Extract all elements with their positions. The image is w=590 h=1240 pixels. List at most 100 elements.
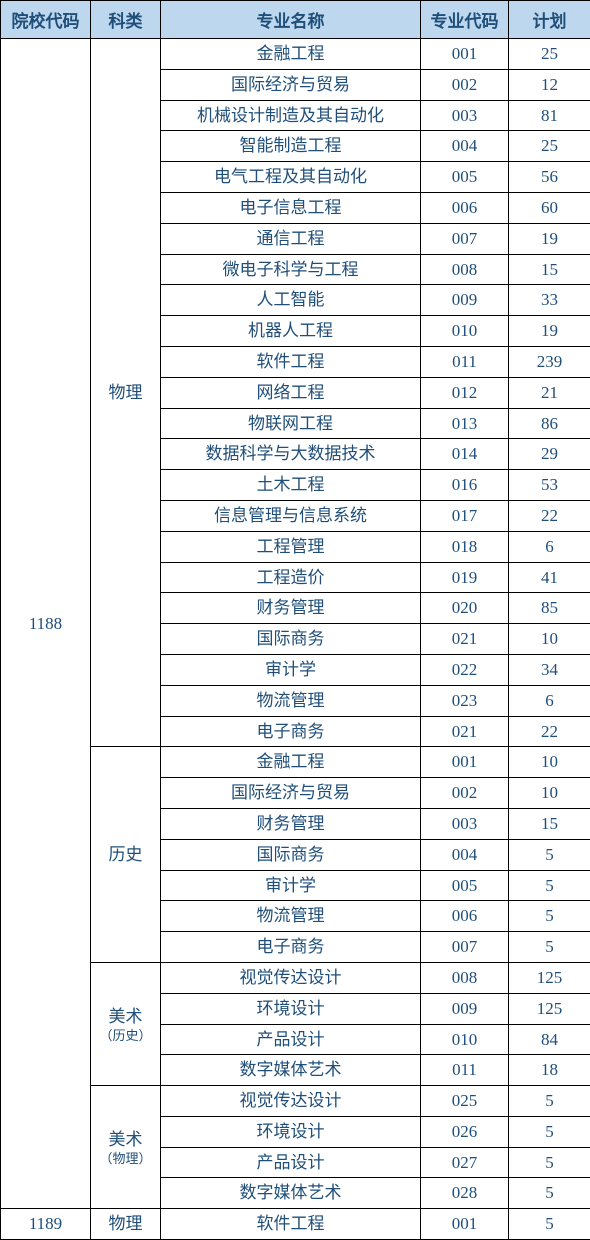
cell-major-name: 机械设计制造及其自动化 [161, 100, 421, 131]
cell-plan: 60 [509, 192, 590, 223]
cell-category: 美术（历史） [91, 962, 161, 1085]
cell-major-code: 025 [421, 1086, 509, 1117]
cell-major-code: 019 [421, 562, 509, 593]
category-label: 物理 [109, 1214, 143, 1233]
admissions-plan-table: 院校代码 科类 专业名称 专业代码 计划 1188物理金融工程00125国际经济… [0, 0, 590, 1240]
cell-plan: 125 [509, 993, 590, 1024]
table-header-row: 院校代码 科类 专业名称 专业代码 计划 [1, 1, 590, 39]
col-header-plan: 计划 [509, 1, 590, 39]
cell-plan: 10 [509, 624, 590, 655]
cell-major-name: 物流管理 [161, 685, 421, 716]
table-row: 1189物理软件工程0015 [1, 1209, 590, 1240]
cell-major-name: 产品设计 [161, 1024, 421, 1055]
cell-plan: 12 [509, 69, 590, 100]
cell-plan: 21 [509, 377, 590, 408]
cell-major-name: 审计学 [161, 654, 421, 685]
cell-major-name: 环境设计 [161, 1116, 421, 1147]
cell-major-name: 财务管理 [161, 593, 421, 624]
cell-major-name: 软件工程 [161, 346, 421, 377]
cell-major-code: 009 [421, 285, 509, 316]
cell-plan: 15 [509, 254, 590, 285]
cell-major-code: 026 [421, 1116, 509, 1147]
cell-major-code: 011 [421, 346, 509, 377]
cell-major-name: 电子商务 [161, 932, 421, 963]
cell-category: 物理 [91, 1209, 161, 1240]
cell-plan: 86 [509, 408, 590, 439]
cell-major-code: 004 [421, 839, 509, 870]
cell-major-name: 财务管理 [161, 808, 421, 839]
cell-plan: 41 [509, 562, 590, 593]
cell-major-name: 机器人工程 [161, 316, 421, 347]
cell-major-name: 视觉传达设计 [161, 962, 421, 993]
cell-plan: 33 [509, 285, 590, 316]
cell-plan: 5 [509, 1086, 590, 1117]
category-sublabel: （历史） [93, 1029, 158, 1043]
cell-major-code: 016 [421, 470, 509, 501]
cell-major-name: 土木工程 [161, 470, 421, 501]
cell-major-name: 物联网工程 [161, 408, 421, 439]
cell-plan: 10 [509, 747, 590, 778]
cell-plan: 25 [509, 39, 590, 70]
col-header-major-code: 专业代码 [421, 1, 509, 39]
cell-plan: 84 [509, 1024, 590, 1055]
cell-major-name: 网络工程 [161, 377, 421, 408]
cell-plan: 5 [509, 870, 590, 901]
cell-major-code: 007 [421, 223, 509, 254]
cell-major-code: 007 [421, 932, 509, 963]
cell-plan: 6 [509, 685, 590, 716]
cell-major-code: 008 [421, 962, 509, 993]
cell-major-name: 电气工程及其自动化 [161, 162, 421, 193]
cell-major-code: 001 [421, 1209, 509, 1240]
cell-plan: 29 [509, 439, 590, 470]
cell-major-code: 003 [421, 808, 509, 839]
cell-major-code: 010 [421, 1024, 509, 1055]
category-sublabel: （物理） [93, 1152, 158, 1166]
cell-plan: 15 [509, 808, 590, 839]
cell-plan: 125 [509, 962, 590, 993]
category-label: 美术 [109, 1130, 143, 1149]
cell-plan: 85 [509, 593, 590, 624]
cell-major-name: 国际商务 [161, 839, 421, 870]
cell-major-code: 021 [421, 716, 509, 747]
cell-major-code: 006 [421, 901, 509, 932]
cell-major-code: 017 [421, 500, 509, 531]
cell-major-name: 审计学 [161, 870, 421, 901]
cell-major-name: 软件工程 [161, 1209, 421, 1240]
cell-major-name: 工程管理 [161, 531, 421, 562]
cell-major-name: 人工智能 [161, 285, 421, 316]
cell-major-code: 020 [421, 593, 509, 624]
cell-major-name: 金融工程 [161, 747, 421, 778]
cell-major-code: 013 [421, 408, 509, 439]
cell-plan: 5 [509, 1147, 590, 1178]
cell-major-code: 014 [421, 439, 509, 470]
cell-plan: 5 [509, 1116, 590, 1147]
cell-major-name: 国际经济与贸易 [161, 69, 421, 100]
cell-major-name: 电子商务 [161, 716, 421, 747]
cell-major-code: 005 [421, 162, 509, 193]
cell-plan: 239 [509, 346, 590, 377]
cell-major-code: 022 [421, 654, 509, 685]
cell-plan: 56 [509, 162, 590, 193]
cell-major-code: 001 [421, 39, 509, 70]
cell-major-code: 001 [421, 747, 509, 778]
cell-plan: 6 [509, 531, 590, 562]
cell-plan: 19 [509, 223, 590, 254]
cell-major-name: 国际商务 [161, 624, 421, 655]
cell-major-name: 国际经济与贸易 [161, 778, 421, 809]
cell-plan: 5 [509, 901, 590, 932]
cell-plan: 19 [509, 316, 590, 347]
table-body: 1188物理金融工程00125国际经济与贸易00212机械设计制造及其自动化00… [1, 39, 590, 1240]
cell-plan: 5 [509, 839, 590, 870]
cell-major-code: 010 [421, 316, 509, 347]
cell-major-code: 003 [421, 100, 509, 131]
cell-major-code: 002 [421, 778, 509, 809]
cell-plan: 5 [509, 1209, 590, 1240]
cell-plan: 22 [509, 500, 590, 531]
cell-major-code: 028 [421, 1178, 509, 1209]
cell-major-code: 004 [421, 131, 509, 162]
cell-major-code: 008 [421, 254, 509, 285]
cell-major-name: 智能制造工程 [161, 131, 421, 162]
cell-major-code: 009 [421, 993, 509, 1024]
cell-major-name: 视觉传达设计 [161, 1086, 421, 1117]
cell-category: 物理 [91, 39, 161, 747]
